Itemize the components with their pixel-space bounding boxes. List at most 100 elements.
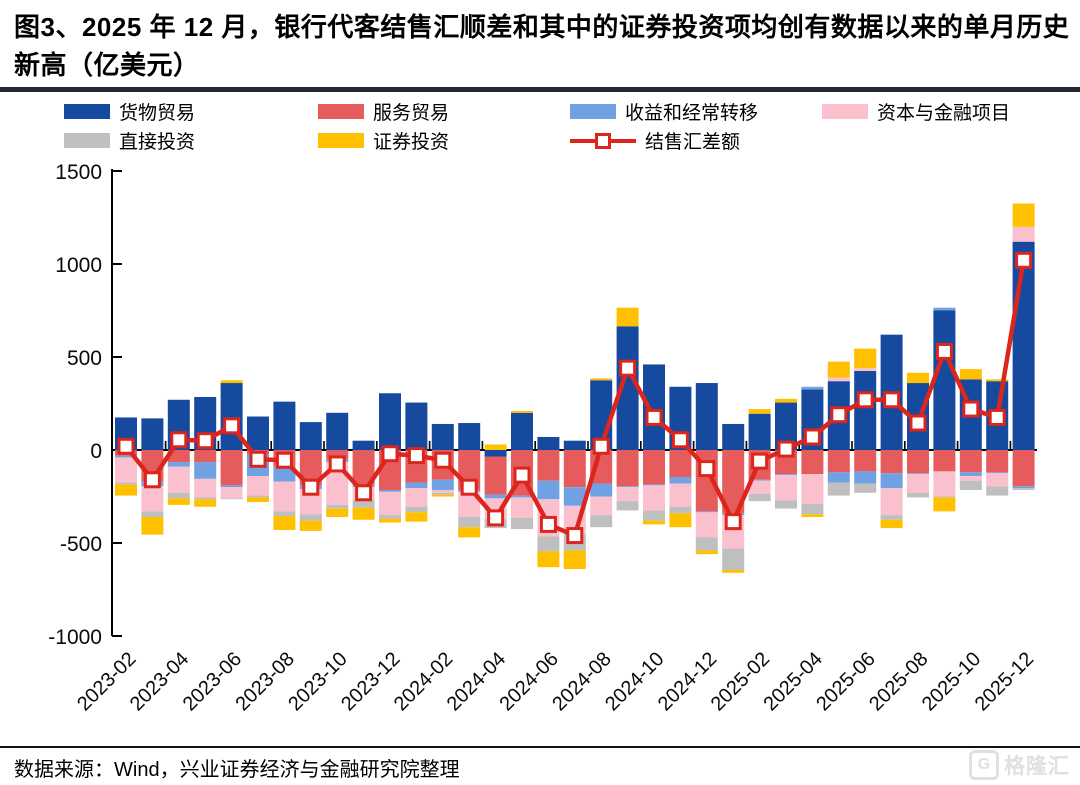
- balance-marker-2025-03: [777, 440, 795, 458]
- bar-segment-income-2024-11: [669, 476, 692, 484]
- bar-segment-income-2024-01: [405, 482, 428, 489]
- bar-segment-securities-2025-12: [1012, 203, 1035, 227]
- gelonghui-logo-icon: G: [969, 750, 999, 780]
- bar-segment-services-2025-01: [722, 450, 745, 514]
- bar-segment-capital-2025-02: [748, 480, 771, 494]
- bar-segment-income-2024-09: [616, 486, 639, 488]
- balance-marker-2024-11: [671, 431, 689, 449]
- bar-segment-income-2025-06: [854, 471, 877, 484]
- balance-marker-2024-10: [645, 408, 663, 426]
- bar-segment-capital-2025-07: [880, 488, 903, 516]
- balance-marker-2024-09: [619, 359, 637, 377]
- legend-label-capital: 资本与金融项目: [877, 102, 1011, 124]
- bar-segment-direct-2024-05: [511, 517, 533, 530]
- bar-segment-capital-2025-11: [986, 473, 1009, 487]
- balance-marker-2023-04: [170, 431, 188, 449]
- balance-marker-2025-11: [988, 408, 1006, 426]
- bar-segment-securities-2023-03: [141, 516, 164, 535]
- bar-segment-direct-2023-07: [247, 495, 269, 498]
- balance-marker-2024-07: [566, 527, 584, 545]
- bar-segment-direct-2024-06: [537, 536, 560, 552]
- balance-marker-2024-02: [434, 451, 452, 469]
- bar-segment-goods-2023-10: [326, 412, 349, 450]
- bar-segment-capital-2024-10: [643, 485, 665, 511]
- bar-segment-capital-2023-12: [379, 491, 401, 516]
- legend-label-balance: 结售汇差额: [645, 131, 741, 153]
- bar-segment-securities-2024-07: [563, 550, 586, 570]
- bar-segment-securities-2024-09: [616, 307, 639, 327]
- bar-segment-income-2025-05: [827, 472, 850, 483]
- bar-segment-direct-2025-08: [907, 492, 929, 498]
- bar-segment-goods-2024-09: [616, 326, 639, 450]
- bar-segment-services-2024-09: [616, 450, 639, 487]
- bar-segment-services-2024-10: [643, 450, 665, 485]
- goods-color-swatch: [64, 103, 110, 119]
- bar-segment-securities-2023-06: [220, 380, 243, 384]
- bar-segment-direct-2024-02: [431, 492, 454, 495]
- bar-segment-direct-2023-05: [194, 497, 217, 500]
- balance-marker-2023-11: [355, 484, 373, 502]
- bar-segment-securities-2025-08: [907, 372, 929, 384]
- bar-segment-goods-2024-12: [695, 383, 718, 450]
- bar-segment-securities-2025-11: [986, 379, 1009, 382]
- bar-segment-income-2023-06: [220, 485, 243, 488]
- bar-segment-securities-2025-03: [775, 398, 797, 403]
- bar-segment-capital-2024-11: [669, 483, 692, 507]
- x-axis-tick-label: 2025-12: [971, 648, 1038, 715]
- bar-segment-direct-2023-04: [167, 492, 190, 499]
- balance-marker-2024-01: [407, 447, 425, 465]
- bar-segment-securities-2023-09: [299, 520, 322, 531]
- bar-segment-income-2024-08: [590, 483, 613, 497]
- bar-segment-income-2025-11: [986, 472, 1009, 474]
- bar-segment-services-2025-12: [1012, 450, 1035, 487]
- legend-label-securities: 证券投资: [373, 131, 450, 153]
- bar-segment-capital-2024-03: [458, 491, 481, 517]
- legend-label-goods: 货物贸易: [119, 102, 196, 124]
- bar-segment-direct-2023-10: [326, 504, 349, 509]
- bar-segment-direct-2023-12: [379, 515, 401, 519]
- bar-segment-securities-2024-11: [669, 513, 692, 528]
- bar-segment-capital-2025-04: [801, 474, 824, 504]
- balance-marker-2023-02: [117, 437, 135, 455]
- balance-marker-2023-09: [302, 478, 320, 496]
- balance-marker-2025-09: [935, 342, 953, 360]
- chart-legend: 货物贸易 服务贸易 收益和经常转移 资本与金融项目 直接投资 证券投资 结售汇差额: [0, 0, 1080, 160]
- bar-segment-capital-2025-09: [933, 471, 956, 497]
- bar-segment-capital-2024-09: [616, 487, 639, 502]
- bar-segment-capital-2023-06: [220, 487, 243, 499]
- bar-segment-services-2025-04: [801, 450, 824, 475]
- bar-segment-capital-2025-12: [1012, 226, 1035, 242]
- balance-marker-2023-03: [143, 471, 161, 489]
- bar-segment-direct-2023-08: [273, 511, 296, 517]
- bar-segment-direct-2024-09: [616, 501, 639, 511]
- bar-segment-securities-2025-07: [880, 519, 903, 529]
- bar-segment-income-2023-02: [115, 455, 137, 458]
- bar-segment-direct-2025-06: [854, 483, 877, 493]
- bar-segment-securities-2024-04: [484, 444, 507, 450]
- bar-segment-securities-2024-03: [458, 527, 481, 538]
- balance-marker-2023-10: [328, 455, 346, 473]
- bar-segment-income-2025-12: [1012, 486, 1035, 489]
- bar-segment-income-2023-05: [194, 462, 217, 479]
- bar-segment-securities-2023-05: [194, 499, 217, 507]
- bar-segment-services-2025-07: [880, 450, 903, 474]
- bar-segment-securities-2023-08: [273, 516, 296, 530]
- bar-segment-services-2023-10: [326, 450, 349, 460]
- balance-line-symbol: [570, 132, 636, 149]
- bar-segment-goods-2023-07: [247, 416, 269, 450]
- capital-color-swatch: [822, 103, 868, 119]
- balance-marker-2025-04: [803, 428, 821, 446]
- balance-marker-2024-04: [487, 509, 505, 527]
- bar-segment-income-2025-08: [907, 473, 929, 475]
- bar-segment-income-2024-04: [484, 494, 507, 499]
- bar-segment-income-2024-12: [695, 511, 718, 513]
- bar-segment-securities-2024-01: [405, 512, 428, 522]
- bar-segment-income-2025-02: [748, 479, 771, 481]
- bar-segment-income-2025-04: [801, 386, 824, 390]
- bar-segment-services-2024-04: [484, 456, 507, 495]
- bar-segment-capital-2025-05: [827, 377, 850, 382]
- legend-item-capital: 资本与金融项目: [822, 103, 1010, 124]
- bar-segment-capital-2023-05: [194, 478, 217, 498]
- bar-segment-direct-2023-02: [115, 482, 137, 485]
